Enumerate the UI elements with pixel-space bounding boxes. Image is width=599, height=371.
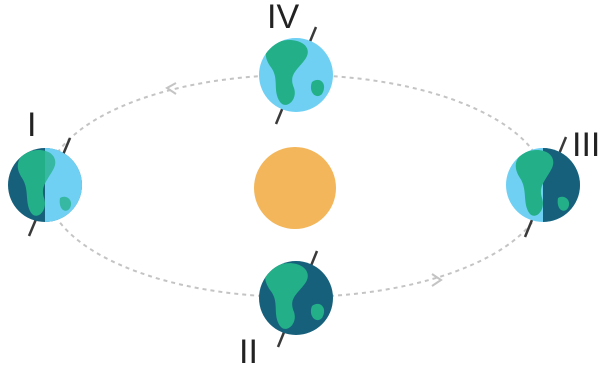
- landmass: [515, 149, 554, 216]
- label-position-2: II: [239, 333, 258, 371]
- orbit-arrow-top: [165, 82, 177, 95]
- sun: [254, 147, 336, 229]
- label-position-4: IV: [267, 0, 299, 36]
- label-position-1: I: [27, 106, 36, 144]
- earth-position-2: [259, 250, 333, 348]
- earth-position-1: [8, 137, 82, 237]
- earth-position-3: [506, 136, 580, 238]
- label-position-3: III: [572, 126, 599, 164]
- landmass: [265, 263, 308, 329]
- landmass: [17, 149, 56, 216]
- landmass: [265, 39, 308, 105]
- orbit-arrow-bottom: [431, 273, 443, 287]
- earth-position-4: [259, 26, 333, 125]
